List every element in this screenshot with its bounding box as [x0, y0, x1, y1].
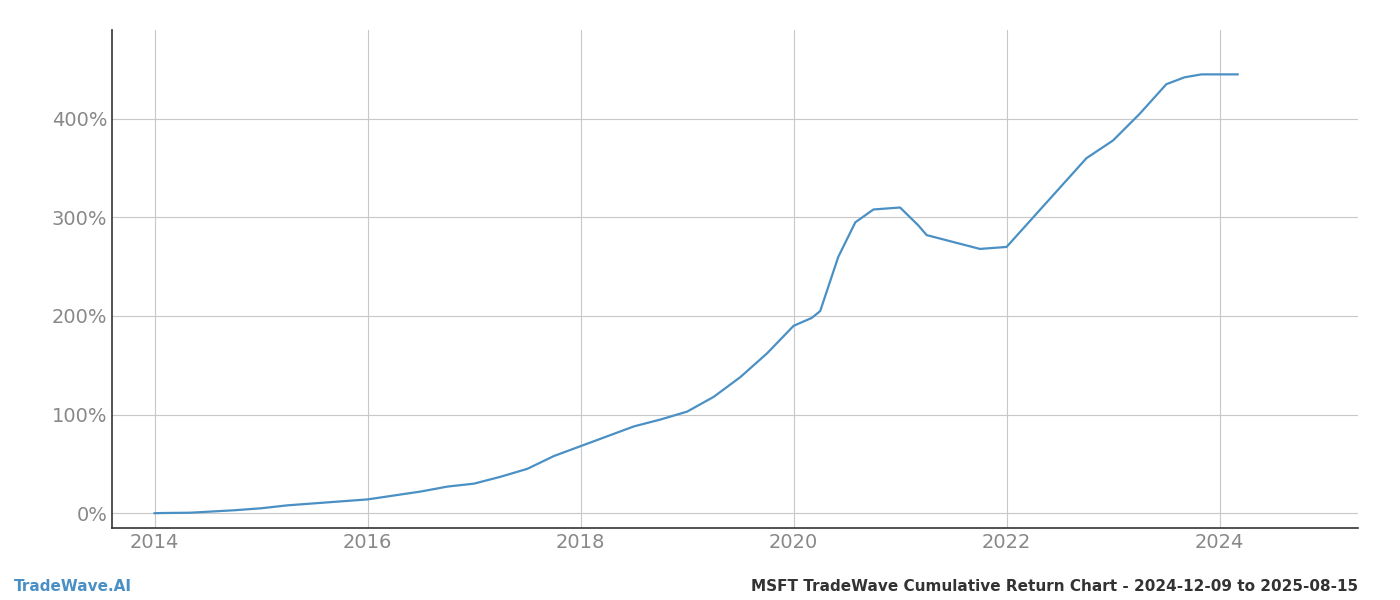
Text: TradeWave.AI: TradeWave.AI [14, 579, 132, 594]
Text: MSFT TradeWave Cumulative Return Chart - 2024-12-09 to 2025-08-15: MSFT TradeWave Cumulative Return Chart -… [750, 579, 1358, 594]
